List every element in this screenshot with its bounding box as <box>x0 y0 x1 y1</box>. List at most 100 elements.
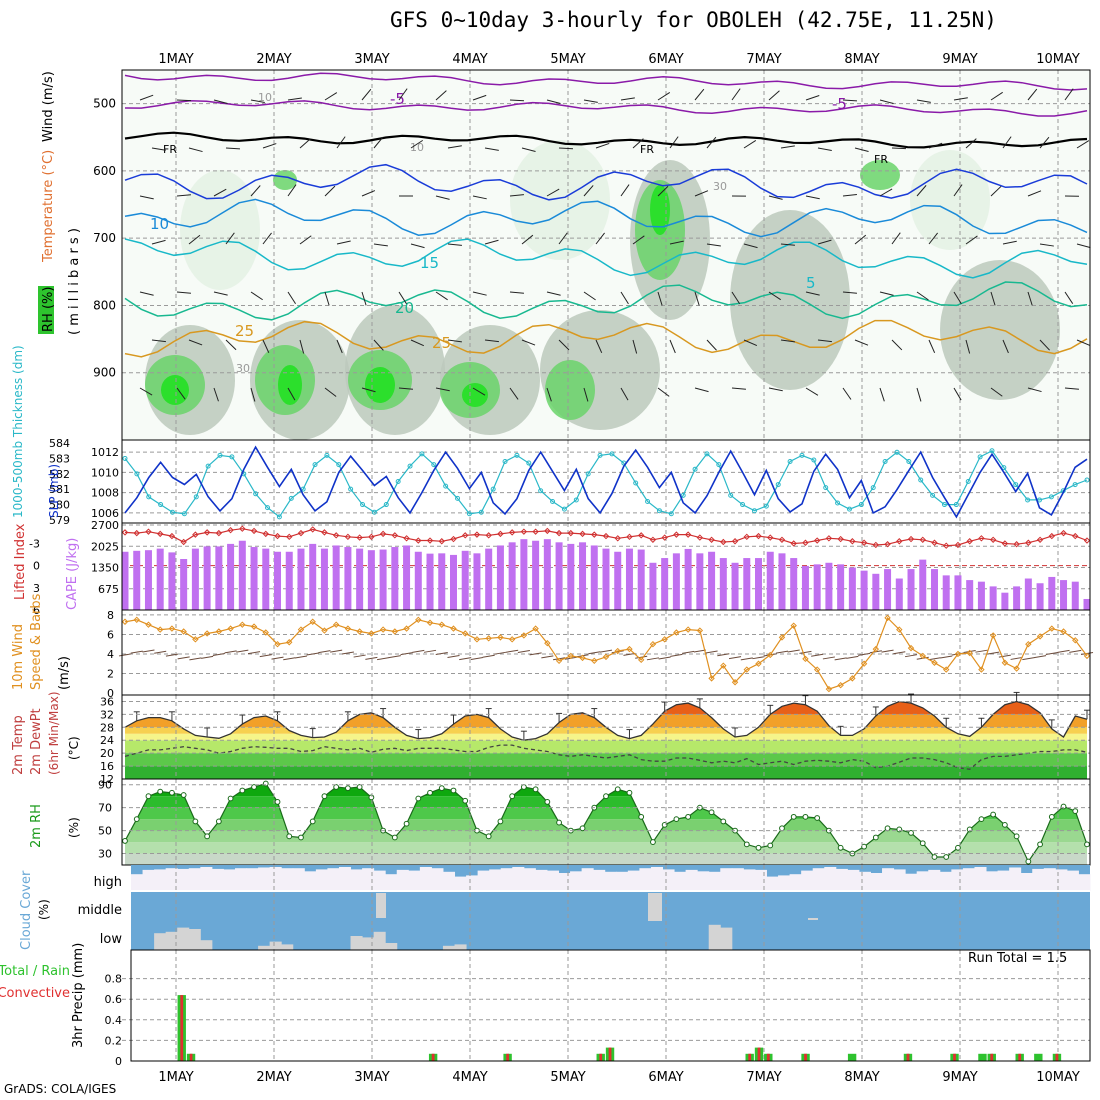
precip-convective-bar <box>189 1053 193 1061</box>
cloud-high-bar <box>385 874 398 891</box>
wind-barb <box>780 339 795 343</box>
rh-point <box>520 784 527 790</box>
cloud-high-bar <box>154 869 167 891</box>
wind-speed-point <box>1025 640 1032 648</box>
wind10-axis-label: 10m Wind <box>11 624 26 690</box>
wind-barb-10m <box>940 655 953 659</box>
wind-barb <box>361 190 376 197</box>
lifted-index-point <box>872 541 880 549</box>
precip-legend-total: Total / Rain <box>0 964 70 979</box>
cloud-high-bar <box>419 867 432 891</box>
wind-speed-point <box>1072 637 1079 644</box>
lifted-index-point <box>614 535 621 542</box>
thickness-point <box>906 459 912 465</box>
rh-point <box>122 838 128 844</box>
wind-barb <box>891 147 907 150</box>
cape-bar <box>203 546 211 610</box>
wind-barb <box>805 291 820 296</box>
precip-convective-bar <box>1055 1053 1059 1061</box>
cloud-high-bar <box>546 870 560 891</box>
cloud-high-bar <box>1066 870 1079 891</box>
cape-bar <box>684 548 692 610</box>
wind-barb-10m <box>353 654 366 658</box>
thickness-point <box>276 514 282 520</box>
rh-point <box>767 842 774 849</box>
lifted-index-point <box>297 529 305 537</box>
lifted-index-point <box>426 537 434 544</box>
isotherm-label: -5 <box>832 95 847 113</box>
thickness-point <box>466 511 472 517</box>
wind-barb <box>657 387 670 397</box>
freezing-level <box>124 131 1088 149</box>
wind-barb-10m <box>904 654 918 658</box>
wind-barb <box>953 184 963 197</box>
wind-speed-point <box>731 679 739 686</box>
wind-barb-10m <box>787 649 800 653</box>
cape-lifted-index-panel: 675 1350 2025 2700 -3 0 3 6 Lifted Index CAPE (J/… <box>13 519 1091 617</box>
lifted-index-point <box>825 535 833 542</box>
wind-barb-10m <box>412 649 425 653</box>
thickness-point <box>455 495 461 501</box>
cape-bar <box>309 543 317 610</box>
wind-barb <box>620 387 629 401</box>
lifted-index-point <box>661 534 668 541</box>
dewpt-axis-label: 2m DewPt <box>29 708 44 775</box>
wind-barb <box>324 387 337 397</box>
thickness-point <box>573 497 579 503</box>
precip-tick-label: 0 <box>115 1055 122 1068</box>
humidity-region <box>278 365 302 405</box>
wind-speed-point <box>274 640 281 648</box>
rh-point <box>1001 821 1008 828</box>
lifted-index-point <box>989 536 997 543</box>
lifted-index-tick-label: 0 <box>33 560 40 573</box>
cloud-high-bar <box>581 868 594 891</box>
isotherm-label: 15 <box>420 254 439 272</box>
wind-speed-point <box>872 645 880 653</box>
wind-speed-point <box>262 629 269 636</box>
wind-barb-10m <box>435 651 448 655</box>
thickness-point <box>170 509 176 515</box>
lifted-index-point <box>462 532 469 539</box>
lifted-index-point <box>813 537 821 544</box>
cloud-high-bar <box>223 869 236 891</box>
wind-barb-10m <box>646 657 660 661</box>
wind-speed-point <box>837 681 844 689</box>
cloud-high-bar <box>142 869 155 891</box>
thickness-point <box>561 506 567 512</box>
wind-barb <box>299 235 312 245</box>
cape-bar <box>731 562 739 610</box>
wind-speed-point <box>896 626 903 633</box>
cape-bar <box>285 551 293 610</box>
cloud-low-bar <box>385 943 398 950</box>
wind-speed-point <box>403 625 410 632</box>
wind-barb <box>768 90 780 101</box>
wind-barb-10m <box>752 656 765 660</box>
precipitation-panel: 0 0.2 0.4 0.6 0.8 3hr Precip (mm)Total / Rain… <box>0 943 1091 1068</box>
wind-barb <box>842 291 857 294</box>
wind-barb-10m <box>517 650 530 654</box>
date-label-top: 2MAY <box>256 52 291 67</box>
cloud-high-bar <box>974 867 987 891</box>
wind-speed-point <box>907 644 915 652</box>
cape-bar <box>449 554 457 610</box>
rh-band <box>125 807 1087 820</box>
wind-barb <box>805 195 820 200</box>
wind-tick-label: 2 <box>107 667 114 680</box>
wind-barb <box>1064 291 1074 304</box>
wind-barb <box>583 185 594 197</box>
wind-speed-point <box>708 675 715 682</box>
wind-barb-10m <box>494 651 507 655</box>
cape-bar <box>438 553 446 610</box>
rh-point <box>685 813 692 820</box>
wind-barb-10m <box>987 651 1000 655</box>
rh-point <box>415 795 422 802</box>
cloud-high-bar <box>662 869 675 891</box>
wind-barb <box>1076 339 1091 346</box>
wind-barb <box>472 387 486 396</box>
lifted-index-axis-label: Lifted Index <box>13 523 28 600</box>
wind-barb-10m <box>400 652 413 656</box>
wind-speed-point <box>755 660 762 667</box>
cloud-high-bar <box>1020 873 1033 891</box>
lifted-index-point <box>438 538 445 545</box>
thickness-point <box>799 452 805 458</box>
